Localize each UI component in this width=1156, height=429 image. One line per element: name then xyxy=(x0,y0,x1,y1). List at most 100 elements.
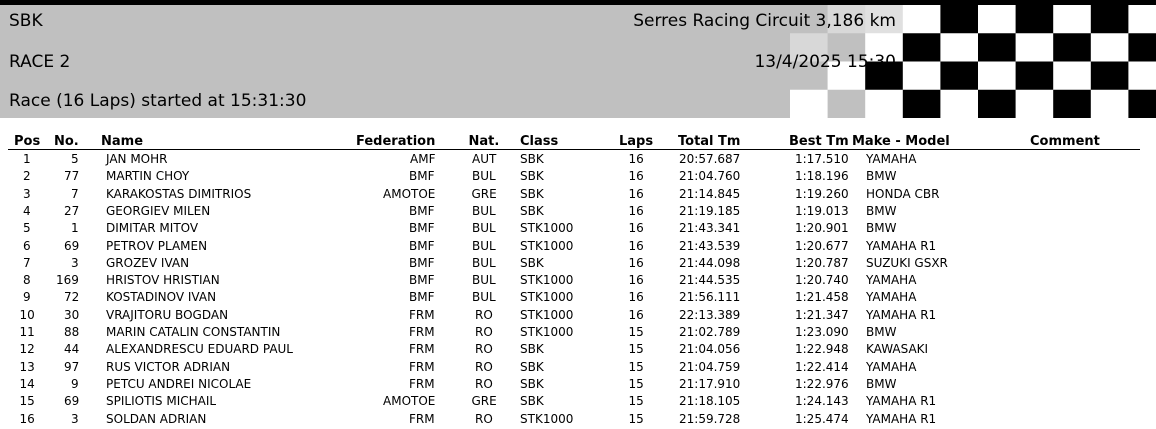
table-cell: 21:14.845 xyxy=(679,186,741,201)
table-cell: DIMITAR MITOV xyxy=(106,221,199,236)
table-cell: 1:20.740 xyxy=(795,273,849,288)
column-header: Class xyxy=(520,134,559,149)
flag-square xyxy=(978,5,1017,34)
table-cell: SBK xyxy=(520,186,544,201)
table-cell: YAMAHA R1 xyxy=(866,307,937,322)
flag-square xyxy=(902,33,941,62)
table-cell: 69 xyxy=(64,394,80,409)
table-cell: 169 xyxy=(56,273,79,288)
flag-square xyxy=(1015,5,1054,34)
table-cell: YAMAHA xyxy=(866,152,917,166)
table-cell: HRISTOV HRISTIAN xyxy=(106,273,220,288)
table-cell: 1:21.458 xyxy=(795,290,849,305)
table-cell: 1:23.090 xyxy=(795,325,849,339)
table-cell: 16 xyxy=(628,221,644,236)
table-cell: SPILIOTIS MICHAIL xyxy=(106,394,217,409)
table-cell: 88 xyxy=(64,325,80,339)
table-cell: 15 xyxy=(628,325,644,339)
table-cell: 10 xyxy=(19,307,35,322)
table-cell: RO xyxy=(475,342,493,357)
table-cell: RO xyxy=(475,307,493,322)
table-cell: SBK xyxy=(520,255,544,270)
table-cell: SBK xyxy=(520,394,544,409)
table-cell: BUL xyxy=(472,255,496,270)
column-header: No. xyxy=(54,134,79,149)
table-cell: 3 xyxy=(71,255,79,270)
column-header: Best Tm xyxy=(789,134,849,149)
table-cell: 21:43.539 xyxy=(679,238,741,253)
table-cell: 21:17.910 xyxy=(679,376,741,391)
table-cell: 5 xyxy=(71,152,79,166)
table-cell: YAMAHA xyxy=(866,273,917,288)
table-cell: 21:18.105 xyxy=(679,394,741,409)
flag-square xyxy=(1128,89,1156,118)
table-cell: YAMAHA xyxy=(866,359,917,374)
flag-square xyxy=(865,89,904,118)
table-cell: RO xyxy=(475,359,493,374)
table-cell: STK1000 xyxy=(520,411,574,426)
table-cell: YAMAHA R1 xyxy=(866,394,937,409)
flag-square xyxy=(902,5,941,34)
table-cell: BMF xyxy=(409,255,435,270)
flag-square xyxy=(790,61,829,91)
column-header: Nat. xyxy=(468,134,500,149)
flag-square xyxy=(1128,5,1156,34)
table-cell: KAWASAKI xyxy=(866,342,929,357)
table-cell: KARAKOSTAS DIMITRIOS xyxy=(106,186,252,201)
column-header: Laps xyxy=(619,134,654,149)
flag-square xyxy=(827,5,866,34)
flag-square xyxy=(978,61,1017,91)
table-cell: KOSTADINOV IVAN xyxy=(106,290,217,305)
table-cell: 14 xyxy=(19,376,35,391)
table-cell: BMW xyxy=(866,169,897,184)
table-cell: RUS VICTOR ADRIAN xyxy=(106,359,231,374)
table-cell: 15 xyxy=(628,376,644,391)
column-header: Federation xyxy=(356,134,436,149)
table-cell: BUL xyxy=(472,273,496,288)
table-cell: 21:44.535 xyxy=(679,273,741,288)
flag-square xyxy=(1090,61,1129,91)
table-cell: 16 xyxy=(628,255,644,270)
table-cell: AMOTOE xyxy=(383,394,436,409)
table-cell: SBK xyxy=(520,152,544,166)
table-cell: AMF xyxy=(410,152,436,166)
table-cell: FRM xyxy=(409,411,435,426)
flag-square xyxy=(902,89,941,118)
table-cell: BMW xyxy=(866,203,897,218)
table-cell: 16 xyxy=(628,273,644,288)
flag-square xyxy=(1015,89,1054,118)
table-cell: 1:19.260 xyxy=(795,186,849,201)
table-cell: BMF xyxy=(409,238,435,253)
flag-square xyxy=(865,61,904,91)
table-cell: PETROV PLAMEN xyxy=(106,238,208,253)
table-cell: 21:44.098 xyxy=(679,255,741,270)
table-cell: 21:02.789 xyxy=(679,325,741,339)
table-cell: 27 xyxy=(64,203,80,218)
table-cell: 1:25.474 xyxy=(795,411,849,426)
flag-square xyxy=(790,33,829,62)
flag-square xyxy=(940,61,979,91)
table-cell: MARTIN CHOY xyxy=(106,169,190,184)
table-cell: HONDA CBR xyxy=(866,186,940,201)
table-cell: 16 xyxy=(628,203,644,218)
table-cell: 21:56.111 xyxy=(679,290,741,305)
table-cell: STK1000 xyxy=(520,273,574,288)
flag-square xyxy=(1128,33,1156,62)
table-cell: 15 xyxy=(628,342,644,357)
table-cell: 16 xyxy=(19,411,35,426)
table-cell: SUZUKI GSXR xyxy=(866,255,948,270)
table-cell: BUL xyxy=(472,290,496,305)
table-cell: 3 xyxy=(23,186,31,201)
flag-square xyxy=(1053,61,1092,91)
table-cell: RO xyxy=(475,325,493,339)
header-line: RACE 2 xyxy=(9,52,71,72)
table-cell: BMF xyxy=(409,169,435,184)
checkered-flag xyxy=(790,5,1156,118)
flag-square xyxy=(1015,61,1054,91)
table-cell: 1:20.677 xyxy=(795,238,849,253)
column-header: Comment xyxy=(1030,134,1100,149)
flag-square xyxy=(1015,33,1054,62)
table-cell: 21:59.728 xyxy=(679,411,741,426)
flag-square xyxy=(1090,89,1129,118)
